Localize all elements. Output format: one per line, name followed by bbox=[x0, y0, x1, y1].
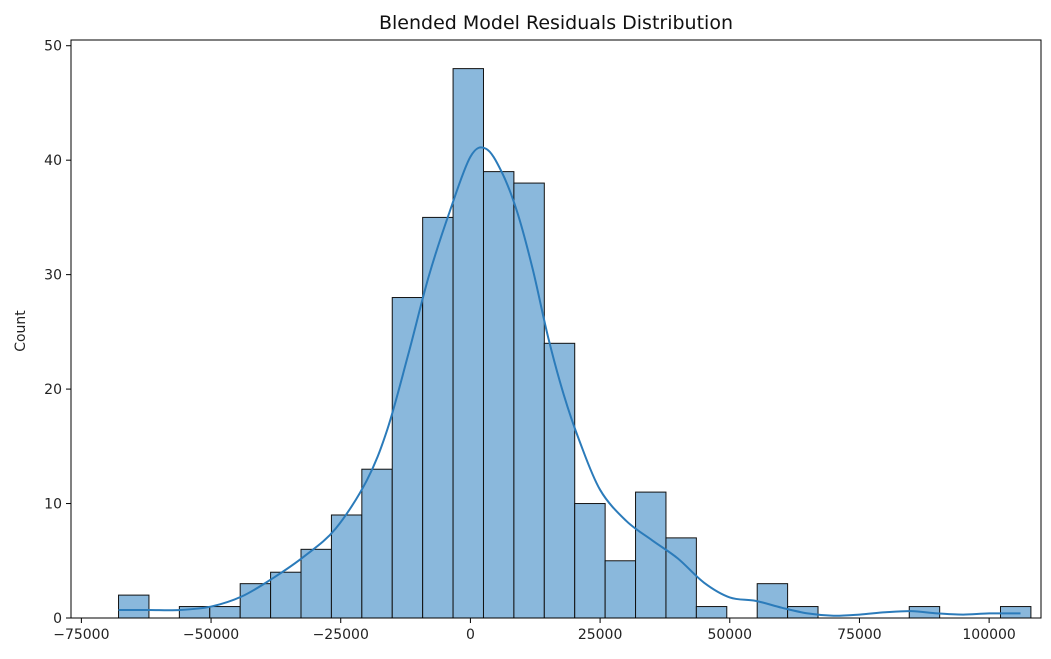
x-tick-label: 50000 bbox=[707, 627, 752, 643]
histogram-bar bbox=[756, 583, 789, 619]
histogram-bar bbox=[574, 503, 606, 619]
y-ticks: 0 10 20 30 40 50 bbox=[44, 39, 71, 627]
bars-layer bbox=[118, 68, 1032, 619]
histogram-bar bbox=[118, 594, 150, 619]
histogram-bar bbox=[999, 606, 1032, 619]
histogram-bar bbox=[391, 297, 424, 619]
y-tick-label: 50 bbox=[44, 39, 62, 55]
kde-curve bbox=[118, 146, 1021, 617]
chart-title: Blended Model Residuals Distribution bbox=[379, 12, 733, 34]
histogram-bar bbox=[330, 514, 363, 619]
histogram-bar bbox=[270, 571, 302, 619]
y-tick-label: 10 bbox=[44, 497, 62, 513]
y-axis-label: Count bbox=[13, 310, 29, 352]
x-tick-label: −25000 bbox=[313, 627, 369, 643]
axes-layer bbox=[70, 39, 1042, 619]
kde-layer bbox=[118, 146, 1021, 617]
histogram-bar bbox=[209, 606, 241, 619]
histogram-bar bbox=[300, 548, 332, 619]
histogram-bar bbox=[513, 182, 545, 619]
x-tick-label: −75000 bbox=[53, 627, 109, 643]
x-tick-label: 75000 bbox=[837, 627, 882, 643]
histogram-bar bbox=[482, 171, 515, 619]
x-tick-label: −50000 bbox=[183, 627, 239, 643]
axes-frame bbox=[70, 39, 1042, 619]
x-tick-label: 25000 bbox=[578, 627, 623, 643]
x-tick-label: 0 bbox=[466, 627, 475, 643]
x-tick-label: 100000 bbox=[962, 627, 1015, 643]
y-tick-label: 30 bbox=[44, 268, 62, 284]
histogram-bar bbox=[695, 606, 728, 619]
x-ticks: −75000 −50000 −25000 0 25000 50000 75000 100000 bbox=[53, 618, 1016, 643]
histogram-bar bbox=[452, 68, 484, 619]
y-tick-label: 0 bbox=[53, 611, 62, 627]
histogram-bar bbox=[422, 216, 454, 619]
histogram-bar bbox=[665, 537, 697, 619]
y-tick-label: 20 bbox=[44, 382, 62, 398]
histogram-bar bbox=[361, 468, 393, 619]
y-tick-label: 40 bbox=[44, 153, 62, 169]
histogram-bar bbox=[604, 560, 637, 619]
histogram-bar bbox=[543, 342, 576, 619]
histogram-bar bbox=[635, 491, 667, 619]
